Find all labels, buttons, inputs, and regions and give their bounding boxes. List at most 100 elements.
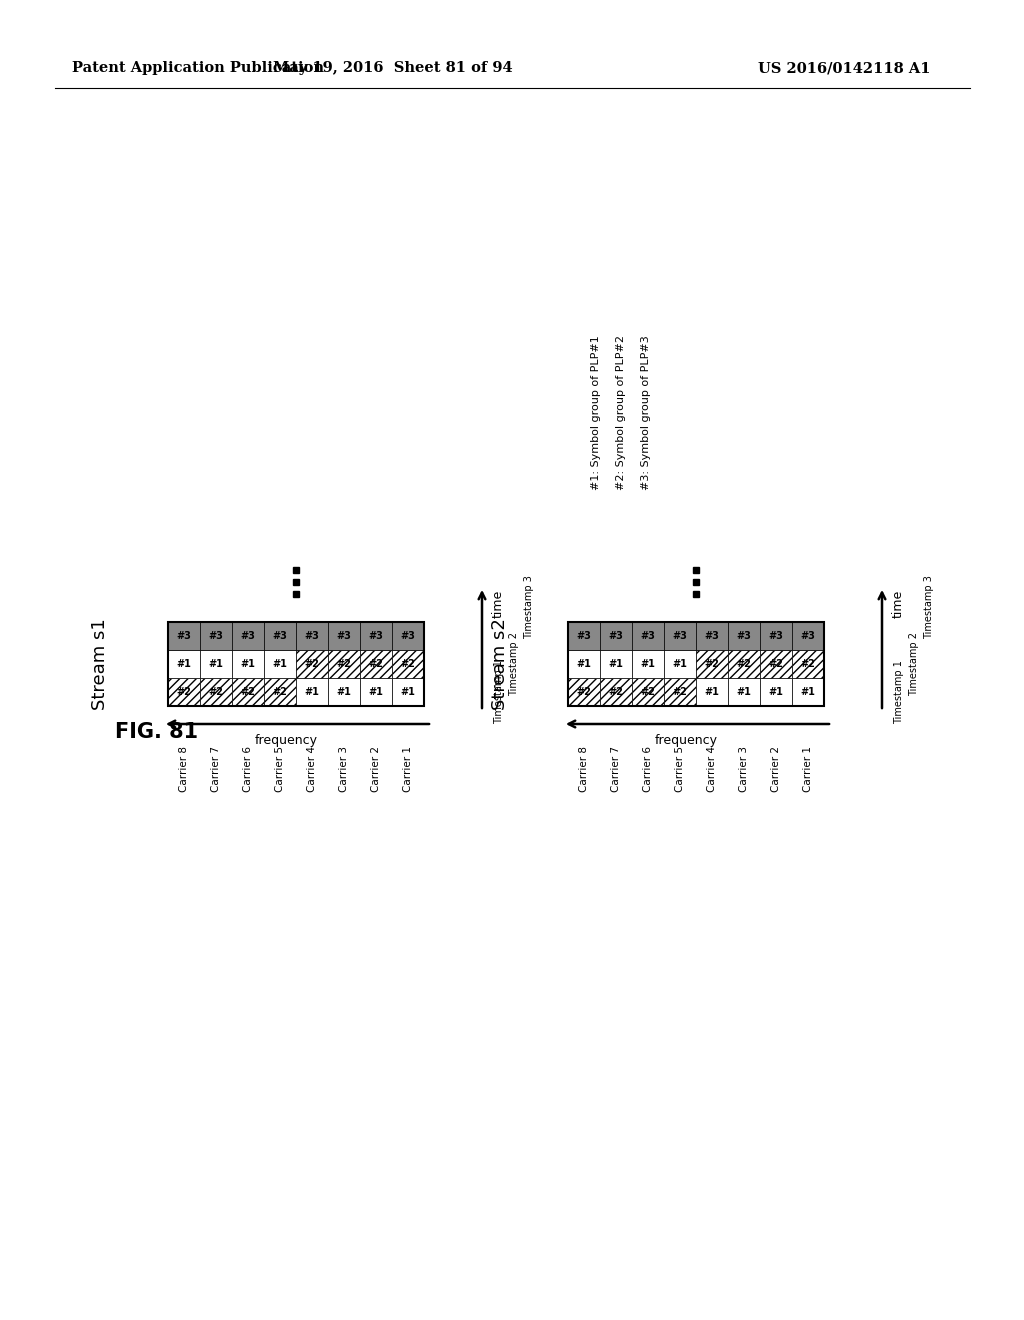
Text: #3: #3: [241, 631, 255, 642]
Bar: [392, 678, 424, 706]
Bar: [664, 678, 696, 706]
Bar: [728, 649, 760, 678]
Text: #1: #1: [241, 659, 255, 669]
Text: #1: #1: [337, 686, 351, 697]
Text: Carrier 2: Carrier 2: [371, 746, 381, 792]
Text: #1: #1: [608, 659, 624, 669]
Text: #1: #1: [736, 686, 752, 697]
Text: #2: #2: [769, 659, 783, 669]
Bar: [200, 678, 232, 706]
Bar: [664, 622, 696, 649]
Bar: [392, 649, 424, 678]
Bar: [760, 678, 792, 706]
Text: #2: #2: [337, 659, 351, 669]
Text: Carrier 6: Carrier 6: [643, 746, 653, 792]
Text: Carrier 1: Carrier 1: [803, 746, 813, 792]
Bar: [600, 678, 632, 706]
Bar: [696, 649, 728, 678]
Bar: [168, 622, 200, 649]
Text: US 2016/0142118 A1: US 2016/0142118 A1: [758, 61, 931, 75]
Text: Carrier 2: Carrier 2: [771, 746, 781, 792]
Text: #2: #2: [241, 686, 255, 697]
Text: #2: #2: [577, 686, 592, 697]
Text: #2: #2: [641, 686, 655, 697]
Bar: [568, 622, 600, 649]
Bar: [632, 678, 664, 706]
Text: Carrier 7: Carrier 7: [611, 746, 621, 792]
Text: Timestamp 1: Timestamp 1: [894, 660, 904, 723]
Text: Carrier 6: Carrier 6: [243, 746, 253, 792]
Text: Timestamp 3: Timestamp 3: [924, 576, 934, 639]
Text: Carrier 1: Carrier 1: [403, 746, 413, 792]
Text: Timestamp 2: Timestamp 2: [509, 632, 519, 696]
Text: May 19, 2016  Sheet 81 of 94: May 19, 2016 Sheet 81 of 94: [273, 61, 513, 75]
Text: #3: #3: [769, 631, 783, 642]
Bar: [264, 649, 296, 678]
Bar: [728, 622, 760, 649]
Text: Timestamp 2: Timestamp 2: [909, 632, 919, 696]
Bar: [632, 649, 664, 678]
Text: #3: #3: [337, 631, 351, 642]
Text: #3: Symbol group of PLP#3: #3: Symbol group of PLP#3: [641, 335, 651, 490]
Bar: [296, 649, 328, 678]
Text: #3: #3: [304, 631, 319, 642]
Text: #1: Symbol group of PLP#1: #1: Symbol group of PLP#1: [591, 335, 601, 490]
Bar: [728, 678, 760, 706]
Text: Carrier 8: Carrier 8: [579, 746, 589, 792]
Bar: [392, 622, 424, 649]
Text: Carrier 5: Carrier 5: [275, 746, 285, 792]
Bar: [200, 649, 232, 678]
Text: #3: #3: [673, 631, 687, 642]
Text: #3: #3: [608, 631, 624, 642]
Text: Carrier 8: Carrier 8: [179, 746, 189, 792]
Bar: [360, 622, 392, 649]
Text: #3: #3: [272, 631, 288, 642]
Text: #2: #2: [304, 659, 319, 669]
Text: frequency: frequency: [654, 734, 718, 747]
Bar: [264, 678, 296, 706]
Text: #3: #3: [176, 631, 191, 642]
Bar: [232, 649, 264, 678]
Text: Carrier 5: Carrier 5: [675, 746, 685, 792]
Bar: [792, 622, 824, 649]
Text: #1: #1: [705, 686, 720, 697]
Bar: [360, 678, 392, 706]
Text: #1: #1: [369, 686, 383, 697]
Bar: [328, 622, 360, 649]
Text: #1: #1: [209, 659, 223, 669]
Bar: [328, 649, 360, 678]
Bar: [568, 622, 824, 706]
Text: #1: #1: [176, 659, 191, 669]
Text: Carrier 4: Carrier 4: [707, 746, 717, 792]
Text: #2: #2: [400, 659, 416, 669]
Bar: [696, 622, 728, 649]
Bar: [328, 678, 360, 706]
Text: #2: #2: [176, 686, 191, 697]
Text: #2: #2: [272, 686, 288, 697]
Bar: [264, 622, 296, 649]
Text: Timestamp 1: Timestamp 1: [494, 660, 504, 723]
Text: #1: #1: [769, 686, 783, 697]
Bar: [600, 649, 632, 678]
Bar: [360, 649, 392, 678]
Bar: [760, 649, 792, 678]
Text: #1: #1: [272, 659, 288, 669]
Text: #1: #1: [304, 686, 319, 697]
Bar: [568, 649, 600, 678]
Text: #3: #3: [400, 631, 416, 642]
Bar: [296, 678, 328, 706]
Text: #1: #1: [673, 659, 687, 669]
Bar: [696, 678, 728, 706]
Bar: [168, 678, 200, 706]
Text: #2: #2: [801, 659, 815, 669]
Text: Carrier 4: Carrier 4: [307, 746, 317, 792]
Text: #2: #2: [608, 686, 624, 697]
Text: Timestamp 3: Timestamp 3: [524, 576, 534, 639]
Bar: [664, 649, 696, 678]
Text: #1: #1: [400, 686, 416, 697]
Text: #3: #3: [209, 631, 223, 642]
Text: #2: #2: [736, 659, 752, 669]
Text: #2: Symbol group of PLP#2: #2: Symbol group of PLP#2: [616, 335, 626, 490]
Bar: [232, 678, 264, 706]
Bar: [792, 649, 824, 678]
